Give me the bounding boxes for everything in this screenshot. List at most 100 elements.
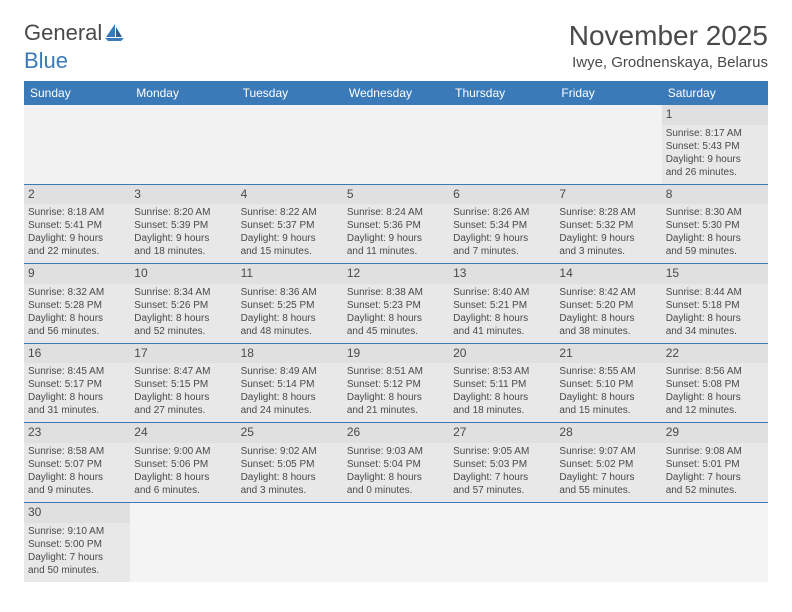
day-d2: and 24 minutes. [241, 404, 339, 417]
day-d1: Daylight: 7 hours [559, 471, 657, 484]
weekday-header: Monday [130, 81, 236, 105]
logo: General [24, 20, 126, 48]
day-ss: Sunset: 5:32 PM [559, 219, 657, 232]
calendar-week-row: 2Sunrise: 8:18 AMSunset: 5:41 PMDaylight… [24, 184, 768, 264]
day-info: Sunrise: 8:49 AMSunset: 5:14 PMDaylight:… [241, 365, 339, 417]
calendar-day-cell: 5Sunrise: 8:24 AMSunset: 5:36 PMDaylight… [343, 184, 449, 264]
day-sr: Sunrise: 8:18 AM [28, 206, 126, 219]
weekday-header: Tuesday [237, 81, 343, 105]
day-number: 11 [237, 264, 343, 284]
day-sr: Sunrise: 8:44 AM [666, 286, 764, 299]
day-ss: Sunset: 5:02 PM [559, 458, 657, 471]
day-ss: Sunset: 5:14 PM [241, 378, 339, 391]
calendar-empty-cell [449, 502, 555, 581]
day-info: Sunrise: 8:45 AMSunset: 5:17 PMDaylight:… [28, 365, 126, 417]
calendar-week-row: 1Sunrise: 8:17 AMSunset: 5:43 PMDaylight… [24, 105, 768, 184]
calendar-table: SundayMondayTuesdayWednesdayThursdayFrid… [24, 81, 768, 582]
calendar-day-cell: 9Sunrise: 8:32 AMSunset: 5:28 PMDaylight… [24, 264, 130, 344]
day-sr: Sunrise: 8:42 AM [559, 286, 657, 299]
day-d2: and 55 minutes. [559, 484, 657, 497]
day-number: 29 [662, 423, 768, 443]
day-ss: Sunset: 5:26 PM [134, 299, 232, 312]
day-info: Sunrise: 8:56 AMSunset: 5:08 PMDaylight:… [666, 365, 764, 417]
day-d2: and 34 minutes. [666, 325, 764, 338]
day-d2: and 52 minutes. [666, 484, 764, 497]
day-sr: Sunrise: 9:02 AM [241, 445, 339, 458]
day-number: 7 [555, 185, 661, 205]
day-number: 13 [449, 264, 555, 284]
calendar-day-cell: 14Sunrise: 8:42 AMSunset: 5:20 PMDayligh… [555, 264, 661, 344]
day-d2: and 21 minutes. [347, 404, 445, 417]
day-d2: and 3 minutes. [559, 245, 657, 258]
day-d2: and 12 minutes. [666, 404, 764, 417]
day-number: 27 [449, 423, 555, 443]
calendar-day-cell: 3Sunrise: 8:20 AMSunset: 5:39 PMDaylight… [130, 184, 236, 264]
day-info: Sunrise: 9:05 AMSunset: 5:03 PMDaylight:… [453, 445, 551, 497]
day-sr: Sunrise: 8:17 AM [666, 127, 764, 140]
day-d2: and 56 minutes. [28, 325, 126, 338]
day-d1: Daylight: 9 hours [347, 232, 445, 245]
day-ss: Sunset: 5:36 PM [347, 219, 445, 232]
day-number: 6 [449, 185, 555, 205]
day-sr: Sunrise: 9:03 AM [347, 445, 445, 458]
day-info: Sunrise: 8:24 AMSunset: 5:36 PMDaylight:… [347, 206, 445, 258]
calendar-day-cell: 30Sunrise: 9:10 AMSunset: 5:00 PMDayligh… [24, 502, 130, 581]
day-d2: and 52 minutes. [134, 325, 232, 338]
day-d2: and 11 minutes. [347, 245, 445, 258]
day-info: Sunrise: 8:38 AMSunset: 5:23 PMDaylight:… [347, 286, 445, 338]
day-ss: Sunset: 5:04 PM [347, 458, 445, 471]
day-number: 18 [237, 344, 343, 364]
day-ss: Sunset: 5:20 PM [559, 299, 657, 312]
day-sr: Sunrise: 8:56 AM [666, 365, 764, 378]
day-d1: Daylight: 9 hours [134, 232, 232, 245]
day-info: Sunrise: 9:00 AMSunset: 5:06 PMDaylight:… [134, 445, 232, 497]
calendar-day-cell: 25Sunrise: 9:02 AMSunset: 5:05 PMDayligh… [237, 423, 343, 503]
day-ss: Sunset: 5:05 PM [241, 458, 339, 471]
day-d2: and 22 minutes. [28, 245, 126, 258]
day-ss: Sunset: 5:34 PM [453, 219, 551, 232]
day-sr: Sunrise: 8:45 AM [28, 365, 126, 378]
calendar-day-cell: 28Sunrise: 9:07 AMSunset: 5:02 PMDayligh… [555, 423, 661, 503]
day-d1: Daylight: 8 hours [666, 232, 764, 245]
day-d2: and 18 minutes. [453, 404, 551, 417]
calendar-day-cell: 27Sunrise: 9:05 AMSunset: 5:03 PMDayligh… [449, 423, 555, 503]
day-d2: and 9 minutes. [28, 484, 126, 497]
day-info: Sunrise: 8:58 AMSunset: 5:07 PMDaylight:… [28, 445, 126, 497]
day-info: Sunrise: 8:26 AMSunset: 5:34 PMDaylight:… [453, 206, 551, 258]
calendar-day-cell: 12Sunrise: 8:38 AMSunset: 5:23 PMDayligh… [343, 264, 449, 344]
day-info: Sunrise: 8:51 AMSunset: 5:12 PMDaylight:… [347, 365, 445, 417]
day-d2: and 48 minutes. [241, 325, 339, 338]
day-ss: Sunset: 5:07 PM [28, 458, 126, 471]
day-sr: Sunrise: 8:36 AM [241, 286, 339, 299]
calendar-day-cell: 29Sunrise: 9:08 AMSunset: 5:01 PMDayligh… [662, 423, 768, 503]
day-d2: and 7 minutes. [453, 245, 551, 258]
day-d1: Daylight: 8 hours [453, 312, 551, 325]
day-number: 2 [24, 185, 130, 205]
day-info: Sunrise: 8:47 AMSunset: 5:15 PMDaylight:… [134, 365, 232, 417]
day-number: 19 [343, 344, 449, 364]
calendar-day-cell: 24Sunrise: 9:00 AMSunset: 5:06 PMDayligh… [130, 423, 236, 503]
calendar-empty-cell [555, 105, 661, 184]
day-ss: Sunset: 5:30 PM [666, 219, 764, 232]
day-info: Sunrise: 8:55 AMSunset: 5:10 PMDaylight:… [559, 365, 657, 417]
calendar-day-cell: 11Sunrise: 8:36 AMSunset: 5:25 PMDayligh… [237, 264, 343, 344]
day-sr: Sunrise: 9:10 AM [28, 525, 126, 538]
day-sr: Sunrise: 8:32 AM [28, 286, 126, 299]
logo-text-general: General [24, 20, 102, 46]
calendar-day-cell: 21Sunrise: 8:55 AMSunset: 5:10 PMDayligh… [555, 343, 661, 423]
calendar-day-cell: 19Sunrise: 8:51 AMSunset: 5:12 PMDayligh… [343, 343, 449, 423]
day-number: 22 [662, 344, 768, 364]
day-ss: Sunset: 5:23 PM [347, 299, 445, 312]
day-number: 16 [24, 344, 130, 364]
day-d1: Daylight: 8 hours [28, 471, 126, 484]
calendar-day-cell: 17Sunrise: 8:47 AMSunset: 5:15 PMDayligh… [130, 343, 236, 423]
calendar-day-cell: 6Sunrise: 8:26 AMSunset: 5:34 PMDaylight… [449, 184, 555, 264]
day-info: Sunrise: 9:07 AMSunset: 5:02 PMDaylight:… [559, 445, 657, 497]
day-ss: Sunset: 5:28 PM [28, 299, 126, 312]
day-d1: Daylight: 7 hours [453, 471, 551, 484]
day-ss: Sunset: 5:08 PM [666, 378, 764, 391]
calendar-week-row: 16Sunrise: 8:45 AMSunset: 5:17 PMDayligh… [24, 343, 768, 423]
weekday-header: Wednesday [343, 81, 449, 105]
day-d1: Daylight: 9 hours [241, 232, 339, 245]
day-d1: Daylight: 8 hours [134, 312, 232, 325]
